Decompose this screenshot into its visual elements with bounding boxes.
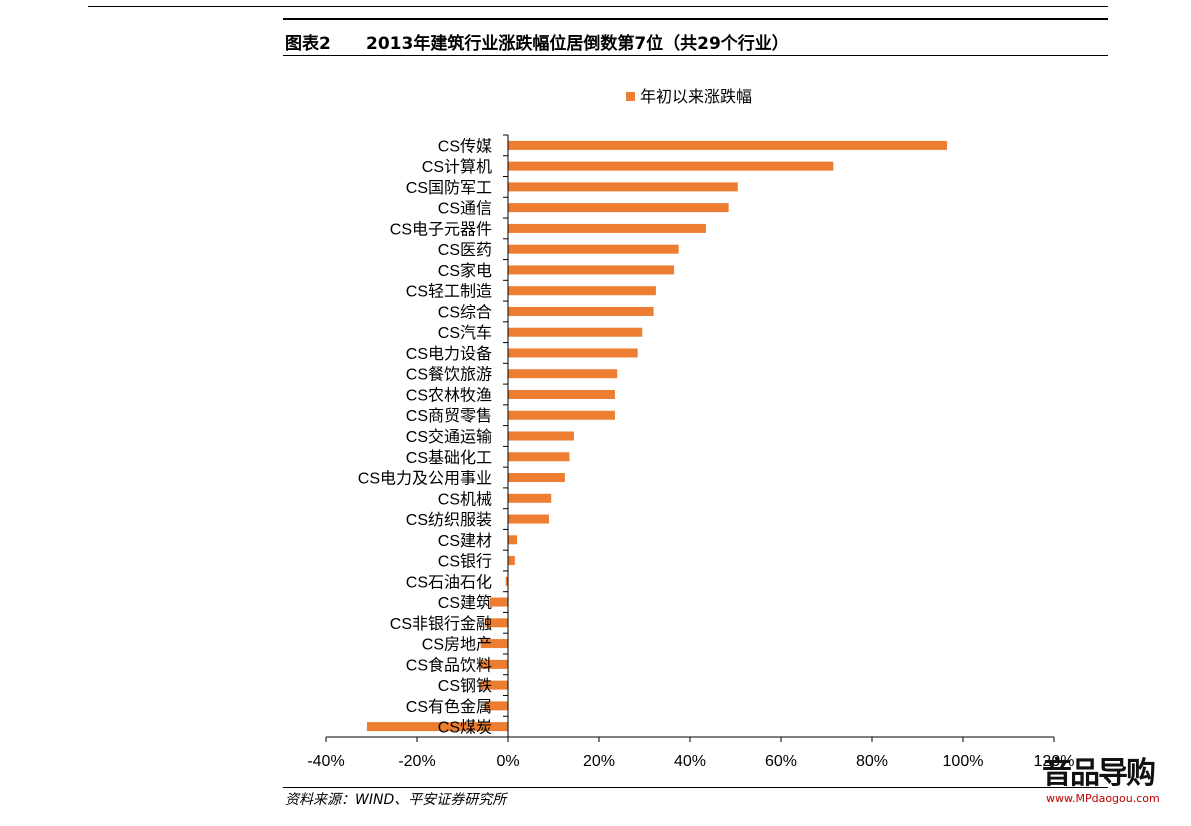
figure-title-bar: 图表2 2013年建筑行业涨跌幅位居倒数第7位（共29个行业）: [283, 18, 1108, 56]
bar: [508, 223, 706, 233]
category-label: CS轻工制造: [406, 283, 492, 301]
category-label: CS综合: [438, 303, 492, 321]
x-tick-label: 0%: [496, 753, 519, 770]
bar: [505, 576, 508, 586]
category-label: CS传媒: [438, 137, 492, 155]
x-tick-label: 40%: [674, 753, 706, 770]
x-tick-label: 20%: [583, 753, 615, 770]
category-label: CS汽车: [438, 324, 492, 342]
bar: [508, 452, 570, 462]
x-tick-label: 120%: [1034, 753, 1075, 770]
category-label: CS钢铁: [438, 677, 492, 695]
watermark-url: www.MPdaogou.com: [1046, 792, 1160, 805]
bar: [508, 140, 948, 150]
category-label: CS有色金属: [406, 698, 492, 716]
category-label: CS建材: [438, 532, 492, 550]
bar: [508, 348, 638, 358]
bar: [508, 265, 675, 275]
category-label: CS医药: [438, 241, 492, 259]
bar: [508, 389, 615, 399]
bar: [508, 556, 515, 566]
bar: [508, 306, 654, 316]
bar: [508, 410, 615, 420]
x-tick-label: -20%: [398, 753, 435, 770]
x-tick-label: 80%: [856, 753, 888, 770]
category-label: CS通信: [438, 200, 492, 218]
category-label: CS基础化工: [406, 449, 492, 467]
bar: [508, 244, 679, 254]
bar: [480, 659, 508, 669]
category-label: CS电子元器件: [390, 220, 492, 238]
category-label: CS石油石化: [406, 573, 492, 591]
top-rule: [88, 6, 1108, 7]
figure-label: 图表2: [285, 34, 331, 54]
figure-title: 2013年建筑行业涨跌幅位居倒数第7位（共29个行业）: [366, 34, 789, 54]
category-label: CS房地产: [422, 636, 492, 654]
bar: [366, 722, 508, 732]
bar: [508, 431, 574, 441]
category-label: CS交通运输: [406, 428, 492, 446]
source-note: 资料来源：WIND、平安证券研究所: [285, 792, 507, 808]
category-label: CS建筑: [438, 594, 492, 612]
bar: [508, 161, 834, 171]
bar: [489, 597, 508, 607]
bar: [508, 182, 738, 192]
bar: [485, 701, 508, 711]
bar: [508, 369, 618, 379]
category-label: CS食品饮料: [406, 656, 492, 674]
category-label: CS国防军工: [406, 179, 492, 197]
bar: [508, 286, 656, 296]
category-label: CS计算机: [422, 157, 492, 176]
category-label: CS商贸零售: [406, 407, 492, 425]
category-label: CS机械: [438, 490, 492, 508]
x-tick-label: -40%: [307, 753, 344, 770]
watermark-text: 音品导购: [1042, 756, 1156, 791]
bar: [508, 493, 552, 503]
category-label: CS非银行金融: [390, 615, 492, 633]
bar: [480, 680, 508, 690]
legend-swatch: [626, 92, 635, 101]
x-tick-label: 100%: [943, 753, 984, 770]
bottom-rule: [283, 787, 1108, 788]
category-label: CS煤炭: [438, 719, 492, 737]
category-label: CS餐饮旅游: [406, 366, 492, 384]
bar: [508, 514, 549, 524]
category-label: CS农林牧渔: [406, 386, 492, 404]
bar: [508, 327, 643, 337]
category-label: CS家电: [438, 262, 492, 280]
bar: [508, 535, 518, 545]
category-label: CS纺织服装: [406, 511, 492, 529]
bar: [508, 473, 565, 483]
category-label: CS电力及公用事业: [358, 470, 492, 488]
category-label: CS银行: [438, 553, 492, 571]
bar: [508, 203, 729, 213]
category-label: CS电力设备: [406, 345, 492, 363]
x-tick-label: 60%: [765, 753, 797, 770]
bar: [480, 639, 508, 649]
watermark-logo: 音品导购 www.MPdaogou.com: [1042, 757, 1170, 807]
bar: [485, 618, 508, 628]
legend-label: 年初以来涨跌幅: [640, 88, 752, 106]
